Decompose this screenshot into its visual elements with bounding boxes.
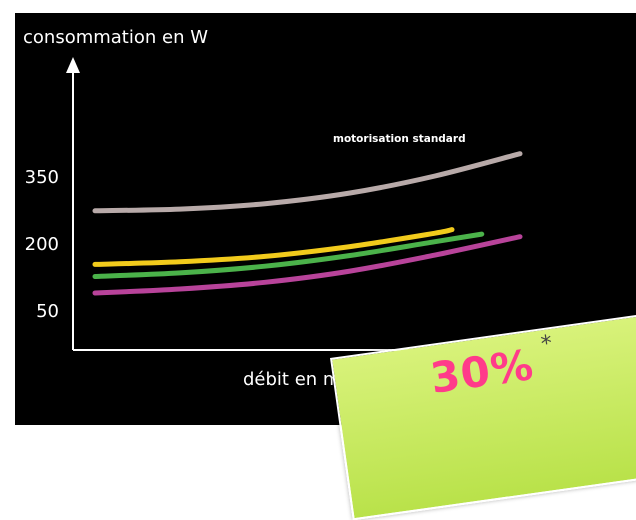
y-axis-arrow: [66, 57, 80, 73]
promo-percentage: 30%: [427, 339, 537, 403]
y-tick-labels: 350 200 50: [25, 167, 59, 322]
y-tick-label-350: 350: [25, 167, 59, 188]
series-line-3: [92, 231, 485, 279]
series-line-1: [92, 151, 523, 214]
chart-image: 350 200 50 consommation en W débit en m3/h…: [15, 13, 636, 520]
y-tick-label-50: 50: [36, 301, 59, 322]
series-line-4: [92, 234, 523, 296]
axes: [66, 57, 570, 356]
y-tick-label-200: 200: [25, 234, 59, 255]
annotation-motorisation-standard: motorisation standard: [333, 133, 466, 145]
promo-footnote-mark: *: [539, 331, 554, 358]
y-axis-label: consommation en W: [23, 27, 208, 48]
series-layer: [92, 151, 523, 296]
chart-panel: 350 200 50 consommation en W débit en m3/h…: [15, 13, 636, 425]
series-line-2: [92, 227, 455, 267]
